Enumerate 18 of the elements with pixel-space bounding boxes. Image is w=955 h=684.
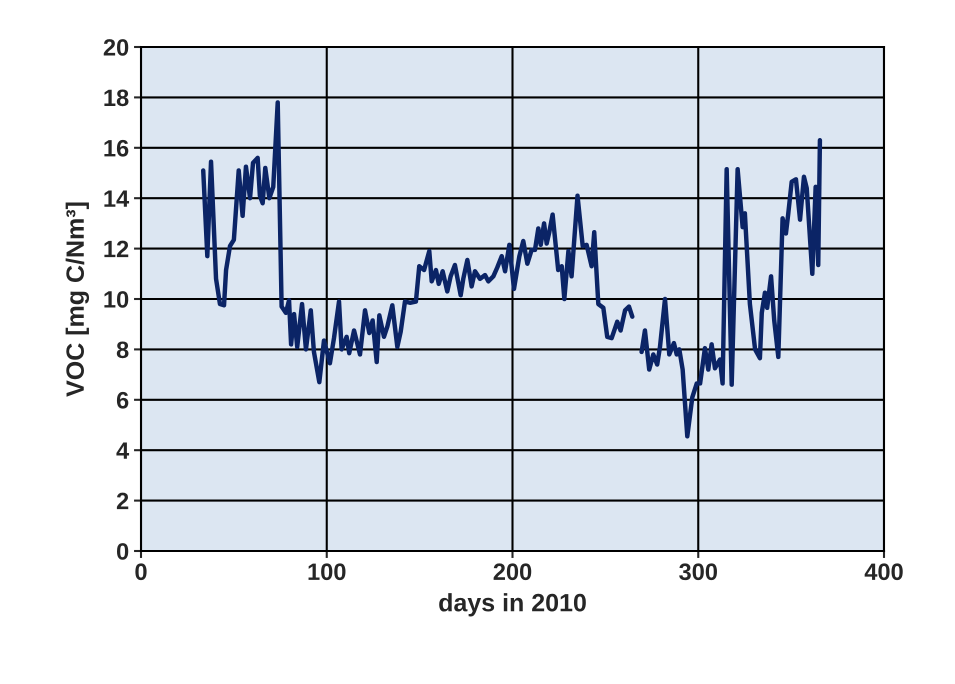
y-tick-label: 8 [116,341,128,358]
y-axis-title: VOC [mg C/Nm³] [66,202,90,397]
x-axis-title: days in 2010 [439,593,586,616]
y-tick-label: 14 [104,190,130,207]
y-tick-label: 20 [104,39,128,56]
x-tick-label: 300 [679,563,717,580]
x-tick-label: 0 [135,563,147,580]
y-tick-label: 0 [117,543,128,560]
y-tick-label: 18 [104,89,128,106]
x-tick-label: 200 [494,563,532,580]
y-tick-label: 6 [116,392,128,409]
y-tick-label: 12 [104,240,128,258]
x-tick-label: 400 [864,563,903,580]
y-tick-label: 2 [116,492,128,510]
x-tick-label: 100 [308,563,346,580]
y-tick-label: 10 [104,291,128,308]
y-tick-label: 4 [116,442,130,459]
y-tick-label: 16 [104,140,128,157]
